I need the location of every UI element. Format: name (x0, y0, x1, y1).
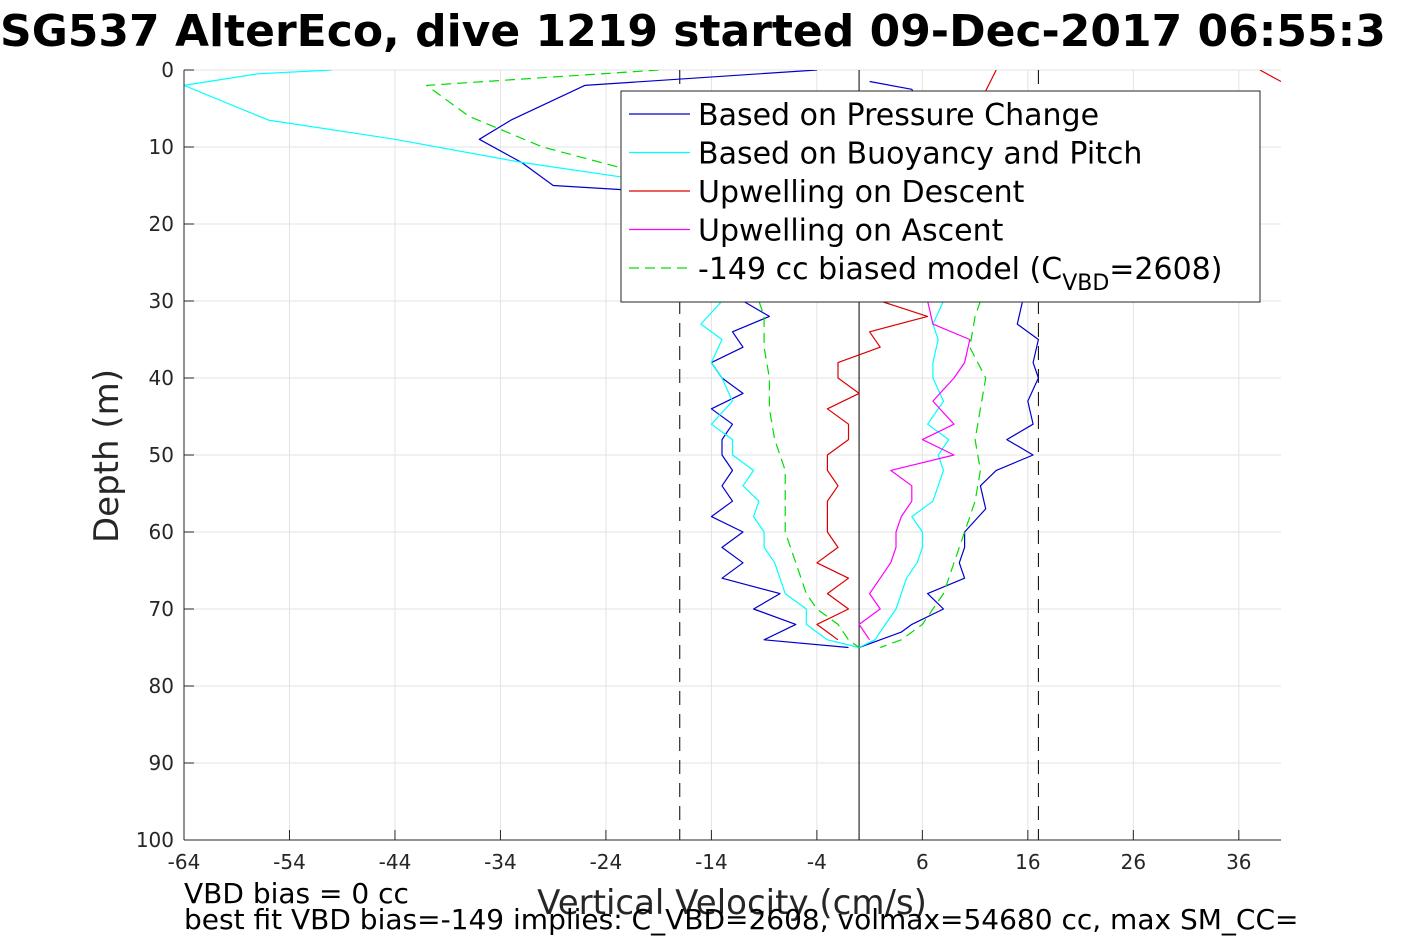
series-line-pressure (478, 70, 849, 649)
series-line-pressure (858, 80, 1040, 649)
y-tick-label: 100 (136, 828, 174, 852)
x-tick-label: -4 (807, 850, 827, 874)
y-tick-label: 40 (149, 366, 174, 390)
ticks: -64 -54 -44 -34 -24 -14 -4 6 16 26 36 0 10 20 30 40 50 60… (136, 58, 1252, 874)
y-tick-label: 60 (149, 520, 174, 544)
footer-best-fit: best fit VBD bias=-149 implies: C_VBD=26… (184, 903, 1298, 936)
y-axis-label: Depth (m) (87, 369, 127, 543)
x-tick-label: 26 (1121, 850, 1146, 874)
x-tick-label: -64 (168, 850, 201, 874)
y-tick-label: 90 (149, 751, 174, 775)
legend-label-upwelling_descent: Upwelling on Descent (698, 175, 1025, 210)
series-line-upwelling_ascent (858, 300, 971, 641)
footer-vbd-bias: VBD bias = 0 cc (184, 877, 409, 910)
x-tick-label: -44 (379, 850, 412, 874)
legend: Based on Pressure Change Based on Buoyanc… (620, 90, 1261, 303)
series-line-buoyancy (858, 300, 950, 649)
x-tick-label: -14 (695, 850, 728, 874)
chart-title: SG537 AlterEco, dive 1219 started 09-Dec… (0, 6, 1386, 57)
y-tick-label: 30 (149, 289, 174, 313)
y-tick-label: 20 (149, 212, 174, 236)
y-tick-label: 80 (149, 674, 174, 698)
y-tick-label: 0 (161, 58, 174, 82)
y-tick-label: 50 (149, 443, 174, 467)
legend-label-pressure: Based on Pressure Change (698, 98, 1099, 133)
x-tick-label: 6 (916, 850, 929, 874)
series-lines (184, 70, 1281, 649)
x-tick-label: -24 (590, 850, 623, 874)
x-tick-label: -54 (273, 850, 306, 874)
x-axis-label: Vertical Velocity (cm/s) (537, 883, 927, 923)
legend-label-buoyancy: Based on Buoyancy and Pitch (698, 137, 1142, 172)
x-tick-label: -34 (484, 850, 517, 874)
legend-label-upwelling_ascent: Upwelling on Ascent (698, 214, 1004, 249)
series-line-upwelling_descent (1259, 70, 1281, 83)
series-line-model (426, 70, 860, 648)
series-line-buoyancy (184, 70, 860, 649)
y-tick-label: 10 (149, 135, 174, 159)
x-tick-label: 36 (1226, 850, 1251, 874)
legend-label-model: -149 cc biased model (CVBD=2608) (698, 252, 1222, 296)
y-tick-label: 70 (149, 597, 174, 621)
series-line-upwelling_descent (816, 70, 997, 641)
legend-box (620, 90, 1261, 303)
x-tick-label: 16 (1015, 850, 1040, 874)
